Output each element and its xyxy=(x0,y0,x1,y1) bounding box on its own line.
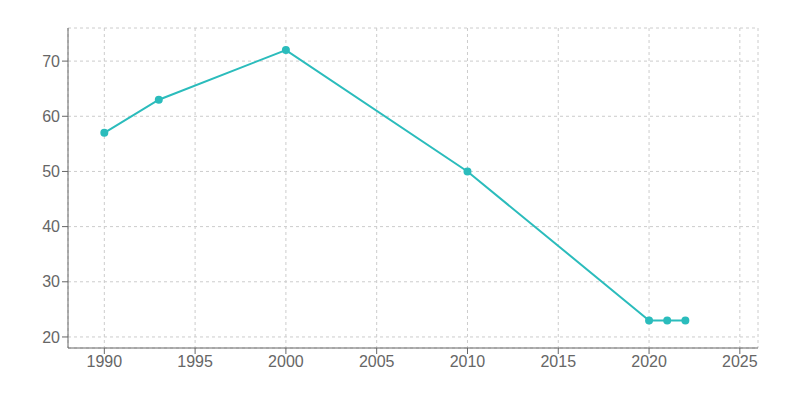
svg-text:2020: 2020 xyxy=(631,353,667,370)
svg-text:2000: 2000 xyxy=(268,353,304,370)
svg-text:1990: 1990 xyxy=(87,353,123,370)
svg-text:60: 60 xyxy=(42,108,60,125)
svg-text:2025: 2025 xyxy=(722,353,758,370)
svg-text:40: 40 xyxy=(42,218,60,235)
svg-text:20: 20 xyxy=(42,329,60,346)
svg-text:1995: 1995 xyxy=(177,353,213,370)
svg-text:70: 70 xyxy=(42,53,60,70)
svg-text:50: 50 xyxy=(42,163,60,180)
svg-text:2005: 2005 xyxy=(359,353,395,370)
svg-text:2015: 2015 xyxy=(540,353,576,370)
svg-text:30: 30 xyxy=(42,273,60,290)
svg-text:2010: 2010 xyxy=(450,353,486,370)
